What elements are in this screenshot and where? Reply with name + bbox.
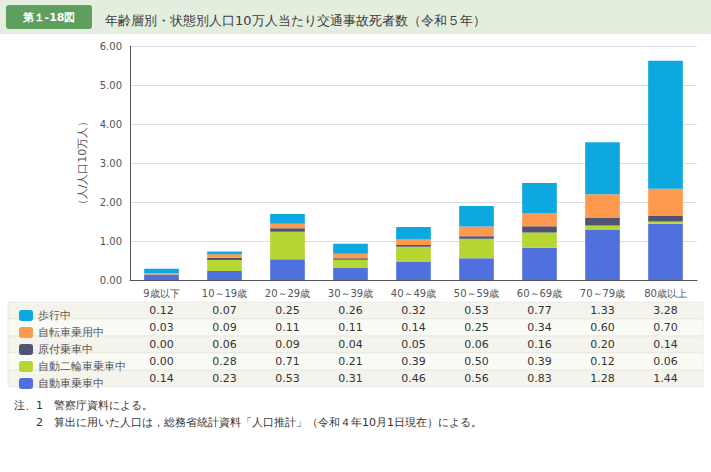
svg-text:0.00: 0.00 bbox=[149, 338, 174, 351]
svg-text:0.34: 0.34 bbox=[527, 321, 552, 334]
svg-text:1.00: 1.00 bbox=[100, 236, 122, 247]
svg-text:自動二輪車乗車中: 自動二輪車乗車中 bbox=[38, 360, 126, 373]
svg-text:0.53: 0.53 bbox=[464, 304, 489, 317]
svg-text:60～69歳: 60～69歳 bbox=[517, 288, 562, 299]
svg-text:0.60: 0.60 bbox=[590, 321, 615, 334]
svg-text:年齢層別・状態別人口10万人当たり交通事故死者数（令和５年）: 年齢層別・状態別人口10万人当たり交通事故死者数（令和５年） bbox=[105, 13, 486, 28]
svg-text:0.83: 0.83 bbox=[527, 372, 552, 385]
svg-text:0.28: 0.28 bbox=[212, 355, 237, 368]
svg-text:第１-18図: 第１-18図 bbox=[22, 11, 76, 24]
svg-text:6.00: 6.00 bbox=[100, 41, 122, 52]
svg-text:0.05: 0.05 bbox=[401, 338, 426, 351]
svg-text:0.14: 0.14 bbox=[653, 338, 678, 351]
svg-text:0.56: 0.56 bbox=[464, 372, 489, 385]
svg-text:0.00: 0.00 bbox=[100, 275, 122, 286]
svg-text:70～79歳: 70～79歳 bbox=[580, 288, 625, 299]
svg-text:0.12: 0.12 bbox=[149, 304, 174, 317]
svg-text:20～29歳: 20～29歳 bbox=[265, 288, 310, 299]
svg-text:0.12: 0.12 bbox=[590, 355, 615, 368]
svg-text:0.26: 0.26 bbox=[338, 304, 363, 317]
svg-text:原付乗車中: 原付乗車中 bbox=[38, 343, 93, 356]
svg-text:0.14: 0.14 bbox=[401, 321, 426, 334]
svg-text:0.53: 0.53 bbox=[275, 372, 300, 385]
svg-text:2 算出に用いた人口は，総務省統計資料「人口推計」（令和４年: 2 算出に用いた人口は，総務省統計資料「人口推計」（令和４年10月1日現在）によ… bbox=[14, 416, 482, 429]
svg-text:1.44: 1.44 bbox=[653, 372, 678, 385]
svg-text:0.11: 0.11 bbox=[275, 321, 300, 334]
svg-text:3.28: 3.28 bbox=[653, 304, 678, 317]
svg-text:5.00: 5.00 bbox=[100, 80, 122, 91]
svg-text:0.39: 0.39 bbox=[401, 355, 426, 368]
svg-text:30～39歳: 30～39歳 bbox=[328, 288, 373, 299]
svg-text:0.21: 0.21 bbox=[338, 355, 363, 368]
svg-text:0.46: 0.46 bbox=[401, 372, 426, 385]
svg-text:1.33: 1.33 bbox=[590, 304, 615, 317]
svg-text:0.77: 0.77 bbox=[527, 304, 552, 317]
svg-text:0.31: 0.31 bbox=[338, 372, 363, 385]
svg-text:0.06: 0.06 bbox=[653, 355, 678, 368]
svg-text:0.71: 0.71 bbox=[275, 355, 300, 368]
svg-text:0.32: 0.32 bbox=[401, 304, 426, 317]
svg-text:80歳以上: 80歳以上 bbox=[644, 288, 687, 299]
svg-text:自転車乗用中: 自転車乗用中 bbox=[38, 326, 104, 339]
svg-text:0.06: 0.06 bbox=[212, 338, 237, 351]
svg-text:0.20: 0.20 bbox=[590, 338, 615, 351]
svg-text:0.03: 0.03 bbox=[149, 321, 174, 334]
svg-text:10～19歳: 10～19歳 bbox=[202, 288, 247, 299]
svg-text:0.00: 0.00 bbox=[149, 355, 174, 368]
svg-text:50～59歳: 50～59歳 bbox=[454, 288, 499, 299]
svg-text:（人/人口10万人）: （人/人口10万人） bbox=[76, 116, 89, 211]
svg-text:注、1 警察庁資料による。: 注、1 警察庁資料による。 bbox=[14, 399, 153, 412]
svg-text:0.16: 0.16 bbox=[527, 338, 552, 351]
svg-text:4.00: 4.00 bbox=[100, 119, 122, 130]
svg-text:0.14: 0.14 bbox=[149, 372, 174, 385]
svg-text:2.00: 2.00 bbox=[100, 197, 122, 208]
svg-text:0.39: 0.39 bbox=[527, 355, 552, 368]
svg-text:0.06: 0.06 bbox=[464, 338, 489, 351]
svg-text:0.04: 0.04 bbox=[338, 338, 363, 351]
svg-text:0.23: 0.23 bbox=[212, 372, 237, 385]
svg-text:0.09: 0.09 bbox=[212, 321, 237, 334]
svg-text:9歳以下: 9歳以下 bbox=[143, 288, 179, 299]
svg-text:歩行中: 歩行中 bbox=[38, 309, 71, 322]
svg-text:0.11: 0.11 bbox=[338, 321, 363, 334]
svg-text:40～49歳: 40～49歳 bbox=[391, 288, 436, 299]
svg-text:0.70: 0.70 bbox=[653, 321, 678, 334]
svg-text:0.25: 0.25 bbox=[275, 304, 300, 317]
svg-text:0.07: 0.07 bbox=[212, 304, 237, 317]
svg-text:自動車乗車中: 自動車乗車中 bbox=[38, 377, 104, 390]
svg-text:3.00: 3.00 bbox=[100, 158, 122, 169]
svg-text:1.28: 1.28 bbox=[590, 372, 615, 385]
svg-text:0.50: 0.50 bbox=[464, 355, 489, 368]
svg-text:0.25: 0.25 bbox=[464, 321, 489, 334]
svg-text:0.09: 0.09 bbox=[275, 338, 300, 351]
